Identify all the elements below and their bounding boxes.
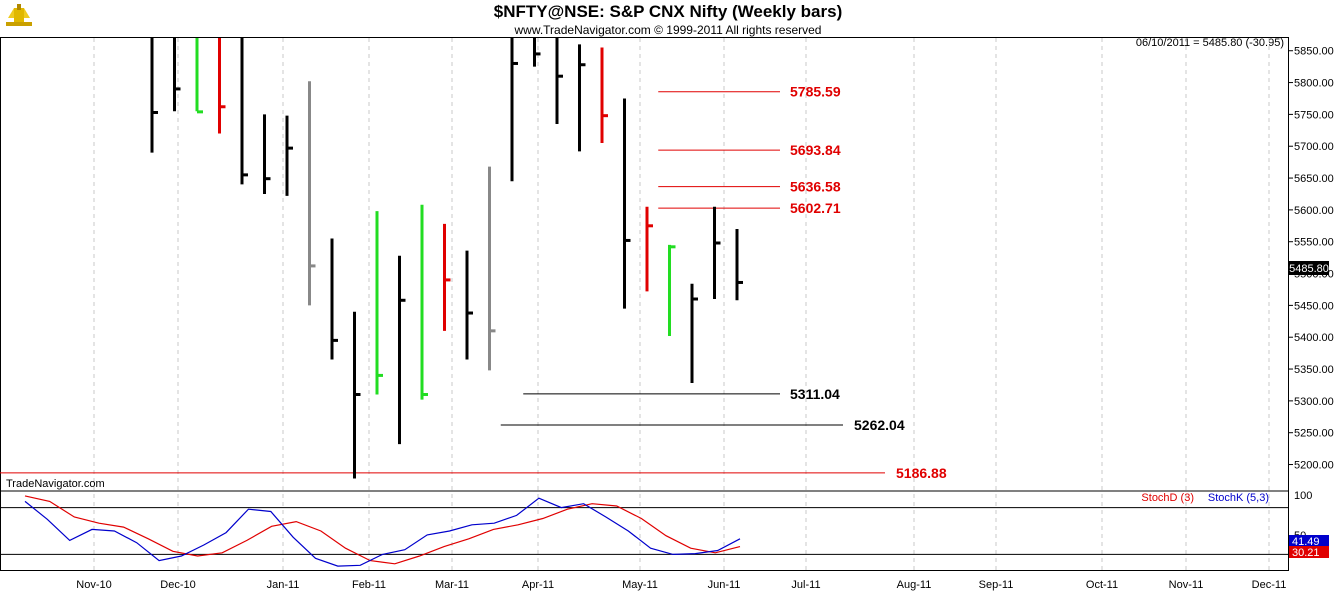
x-tick-label: Oct-11 [1086, 579, 1118, 591]
x-tick-label: Jan-11 [267, 579, 300, 591]
last-price-tag: 5485.80 [1289, 261, 1329, 275]
ohlc-bar [533, 38, 541, 67]
ohlc-bar [240, 38, 248, 185]
ohlc-bar [668, 244, 676, 336]
x-tick-label: Nov-11 [1169, 579, 1204, 591]
copyright-text: www.TradeNavigator.com © 1999-2011 All r… [514, 23, 822, 37]
x-tick-label: Feb-11 [352, 579, 386, 591]
x-tick-label: Apr-11 [522, 579, 554, 591]
y-tick-label: 5700.00 [1294, 141, 1334, 153]
level-labels: 5785.59 5693.84 5636.58 5602.71 5311.04 5262.… [790, 84, 947, 481]
stochD-line [24, 495, 741, 565]
ohlc-bar [623, 98, 631, 309]
vertical-grid [93, 38, 1270, 570]
stochD-value-tag: 30.21 [1289, 546, 1329, 559]
stoch-tick-100: 100 [1294, 490, 1312, 502]
level-label: 5262.04 [854, 417, 905, 433]
level-label: 5785.59 [790, 84, 841, 100]
ohlc-bar [600, 47, 608, 144]
ohlc-bar [398, 255, 406, 445]
y-tick-label: 5200.00 [1294, 460, 1334, 472]
y-tick-label: 5450.00 [1294, 300, 1334, 312]
last-price-label: 5485.80 [1289, 263, 1329, 275]
ohlc-bar [735, 228, 743, 301]
ohlc-bar [465, 250, 473, 360]
stochastic-guide-lines [0, 507, 1288, 555]
stochK-value-tag: 41.49 [1289, 535, 1329, 548]
stochastic-lines [24, 495, 741, 567]
ohlc-bar [263, 114, 271, 194]
watermark-text: TradeNavigator.com [6, 478, 105, 490]
price-axis: 5850.00 5800.00 5750.00 5700.00 5650.00 5600.… [1288, 46, 1334, 472]
ohlc-bar [150, 38, 158, 153]
ohlc-bar [353, 311, 361, 479]
ohlc-bar [578, 44, 586, 152]
y-tick-label: 5750.00 [1294, 109, 1334, 121]
y-tick-label: 5600.00 [1294, 205, 1334, 217]
x-tick-label: Sep-11 [979, 579, 1014, 591]
ohlc-bar [308, 81, 316, 306]
ohlc-bar [218, 38, 226, 134]
y-tick-label: 5400.00 [1294, 332, 1334, 344]
x-tick-label: Jun-11 [708, 579, 741, 591]
ohlc-bar [713, 206, 721, 300]
level-label: 5602.71 [790, 200, 841, 216]
y-tick-label: 5650.00 [1294, 173, 1334, 185]
ohlc-bar [375, 211, 383, 395]
stochK-last-value: 41.49 [1292, 536, 1320, 548]
x-tick-label: Mar-11 [435, 579, 469, 591]
ohlc-bar [488, 166, 496, 371]
ohlc-bar [645, 206, 653, 292]
x-tick-label: Nov-10 [76, 579, 111, 591]
x-tick-label: Aug-11 [897, 579, 932, 591]
y-tick-label: 5850.00 [1294, 46, 1334, 58]
ohlc-bar [690, 283, 698, 384]
chart-frame [0, 37, 1289, 571]
stochK-legend: StochK (5,3) [1208, 492, 1269, 504]
y-tick-label: 5550.00 [1294, 237, 1334, 249]
level-label: 5693.84 [790, 142, 841, 158]
ohlc-bar [285, 115, 293, 196]
level-label: 5636.58 [790, 179, 841, 195]
x-tick-label: May-11 [622, 579, 658, 591]
ohlc-bar [510, 38, 518, 182]
ohlc-bar [555, 38, 563, 124]
chart-title: $NFTY@NSE: S&P CNX Nifty (Weekly bars) [494, 2, 842, 21]
ohlc-bars [150, 38, 743, 479]
x-tick-label: Dec-11 [1252, 579, 1287, 591]
date-axis: Nov-10 Dec-10 Jan-11 Feb-11 Mar-11 Apr-11 May-… [76, 579, 1286, 591]
y-tick-label: 5350.00 [1294, 364, 1334, 376]
stochD-last-value: 30.21 [1292, 547, 1320, 559]
y-tick-label: 5300.00 [1294, 396, 1334, 408]
ohlc-bar [195, 38, 203, 114]
y-tick-label: 5800.00 [1294, 78, 1334, 90]
last-close-info: 06/10/2011 = 5485.80 (-30.95) [1136, 37, 1284, 49]
level-label: 5311.04 [790, 386, 840, 402]
ohlc-bar [173, 38, 181, 112]
ohlc-bar [330, 238, 338, 360]
support-resistance-levels [0, 91, 885, 474]
stochastic-legend: StochD (3) StochK (5,3) [1141, 492, 1269, 504]
stochD-legend: StochD (3) [1141, 492, 1194, 504]
gold-scale-logo-icon [6, 4, 32, 26]
stochK-line [24, 497, 741, 567]
level-label: 5186.88 [896, 465, 947, 481]
ohlc-bar [420, 204, 428, 400]
x-tick-label: Jul-11 [791, 579, 820, 591]
y-tick-label: 5250.00 [1294, 428, 1334, 440]
x-tick-label: Dec-10 [160, 579, 195, 591]
ohlc-bar [443, 223, 451, 331]
